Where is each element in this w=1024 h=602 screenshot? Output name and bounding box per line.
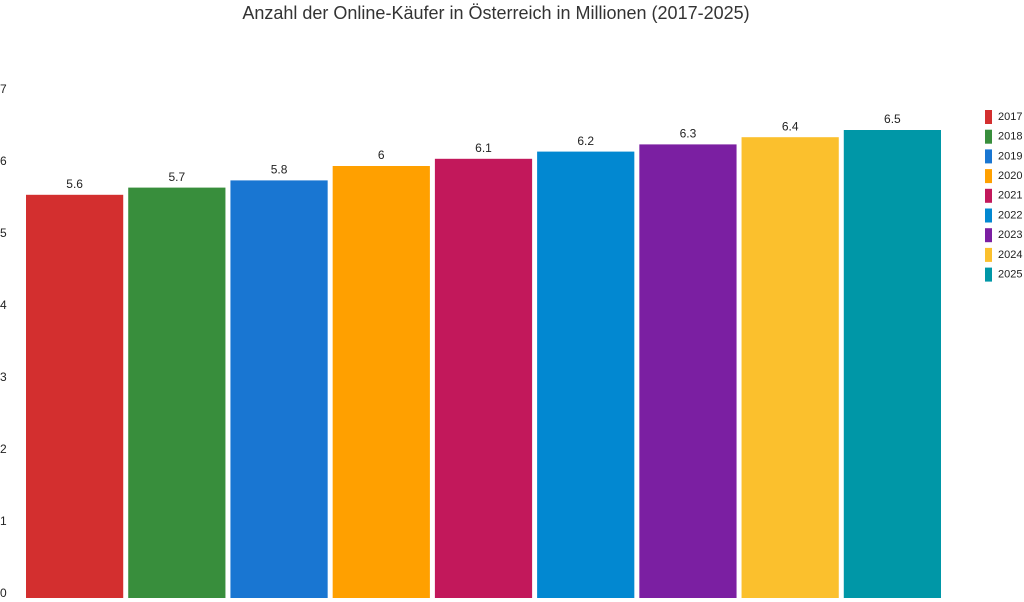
legend-swatch — [985, 247, 992, 262]
y-tick-label: 3 — [0, 370, 7, 384]
y-tick-label: 6 — [0, 154, 7, 168]
value-label: 5.6 — [66, 177, 83, 191]
value-label: 6.4 — [782, 119, 799, 133]
legend-label: 2023 — [998, 229, 1022, 241]
value-label: 6 — [378, 148, 385, 162]
legend-swatch — [985, 208, 992, 223]
bar — [128, 187, 226, 598]
legend-label: 2018 — [998, 131, 1022, 143]
y-tick-label: 7 — [0, 82, 7, 96]
bar — [843, 130, 941, 598]
value-label: 6.1 — [475, 141, 492, 155]
legend-swatch — [985, 169, 992, 184]
y-tick-label: 5 — [0, 226, 7, 240]
legend-label: 2017 — [998, 111, 1022, 123]
legend-swatch — [985, 149, 992, 164]
value-label: 6.5 — [884, 112, 901, 126]
bar — [434, 158, 533, 599]
y-tick-label: 2 — [0, 442, 7, 456]
legend-label: 2022 — [998, 209, 1022, 221]
bar — [639, 144, 737, 598]
value-label: 5.7 — [168, 170, 185, 184]
legend-label: 2020 — [998, 170, 1022, 182]
legend-label: 2019 — [998, 150, 1022, 162]
bar — [537, 151, 635, 598]
legend-swatch — [985, 110, 992, 124]
bar — [332, 166, 430, 598]
y-tick-label: 1 — [0, 514, 7, 528]
y-tick-label: 4 — [0, 298, 7, 312]
value-label: 6.3 — [680, 127, 697, 141]
value-label: 6.2 — [577, 134, 594, 148]
legend-swatch — [985, 228, 992, 243]
legend-label: 2024 — [998, 249, 1022, 261]
chart-title: Anzahl der Online-Käufer in Österreich i… — [242, 3, 749, 23]
bar — [26, 194, 124, 599]
y-tick-label: 0 — [0, 586, 7, 600]
legend-label: 2025 — [998, 269, 1022, 281]
legend-label: 2021 — [998, 190, 1022, 202]
value-label: 5.8 — [271, 163, 288, 177]
bar — [741, 137, 839, 598]
legend-swatch — [985, 129, 992, 144]
legend-swatch — [985, 267, 992, 282]
legend-swatch — [985, 188, 992, 203]
bar — [230, 180, 328, 598]
